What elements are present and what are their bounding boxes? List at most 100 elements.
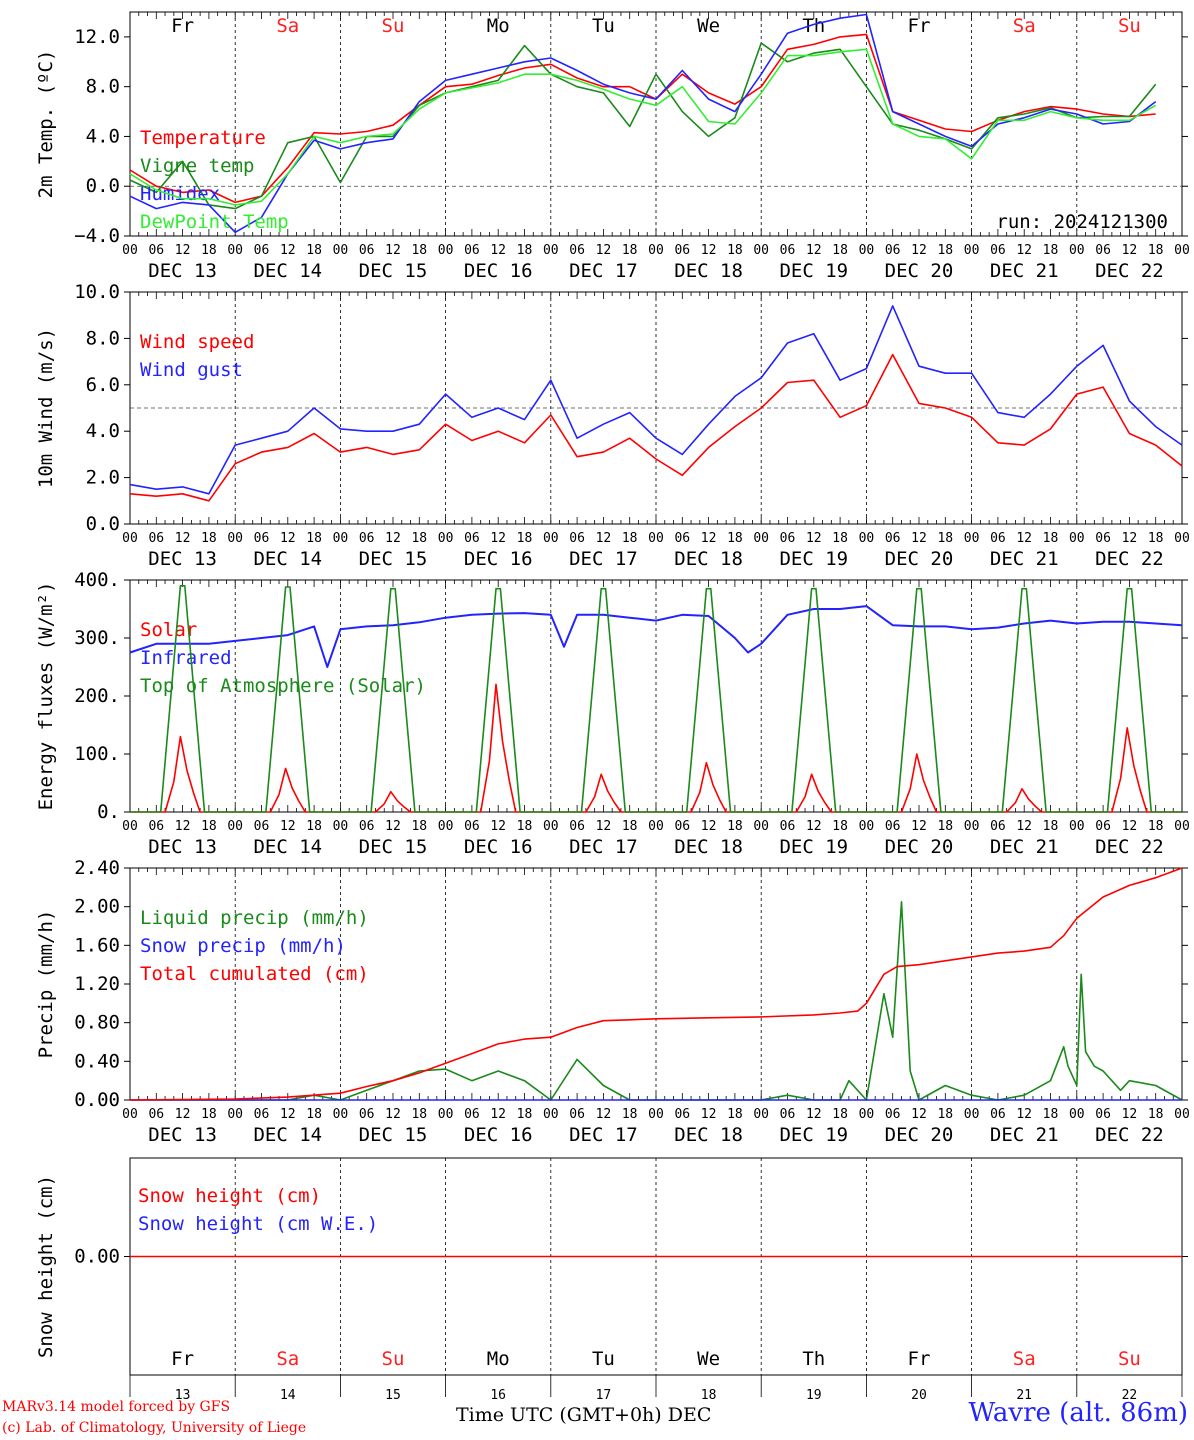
x-day-number: 20 xyxy=(911,1388,927,1400)
legend-entry: DewPoint Temp xyxy=(140,211,289,233)
x-hour-label: 00 xyxy=(227,531,243,546)
x-hour-label: 06 xyxy=(674,819,690,834)
x-hour-label: 06 xyxy=(990,819,1006,834)
x-hour-label: 00 xyxy=(1069,819,1085,834)
x-hour-label: 06 xyxy=(990,1107,1006,1122)
x-date-label: DEC 21 xyxy=(990,836,1059,858)
x-date-label: DEC 16 xyxy=(464,836,533,858)
x-hour-label: 00 xyxy=(859,243,875,258)
x-hour-label: 12 xyxy=(280,819,296,834)
x-hour-label: 18 xyxy=(622,531,638,546)
x-hour-label: 00 xyxy=(753,1107,769,1122)
day-name: Su xyxy=(1118,15,1141,37)
x-hour-label: 00 xyxy=(964,819,980,834)
x-hour-label: 12 xyxy=(911,531,927,546)
y-tick-label: 200. xyxy=(74,685,120,707)
x-hour-label: 18 xyxy=(1043,531,1059,546)
x-hour-label: 18 xyxy=(937,819,953,834)
series-line xyxy=(130,585,1182,813)
x-hour-label: 12 xyxy=(911,243,927,258)
x-hour-label: 12 xyxy=(806,1107,822,1122)
x-date-label: DEC 20 xyxy=(885,548,954,570)
x-hour-label: 06 xyxy=(780,243,796,258)
y-tick-label: 300. xyxy=(74,627,120,649)
series-line xyxy=(129,48,1157,206)
y-tick-label: 0.00 xyxy=(74,1246,120,1268)
x-date-label: DEC 18 xyxy=(674,260,743,282)
x-hour-label: 12 xyxy=(490,243,506,258)
series-line xyxy=(129,13,1157,234)
x-date-label: DEC 13 xyxy=(148,548,217,570)
x-hour-label: 18 xyxy=(937,531,953,546)
x-hour-label: 18 xyxy=(411,819,427,834)
x-hour-label: 00 xyxy=(1174,1107,1190,1122)
day-name: Su xyxy=(382,1348,405,1370)
x-hour-label: 00 xyxy=(753,243,769,258)
x-hour-label: 00 xyxy=(333,243,349,258)
x-hour-label: 00 xyxy=(122,819,138,834)
x-hour-label: 06 xyxy=(359,1107,375,1122)
x-date-label: DEC 19 xyxy=(779,548,848,570)
legend-entry: Vigne temp xyxy=(140,155,254,177)
x-date-label: DEC 20 xyxy=(885,260,954,282)
series-line xyxy=(129,353,1183,502)
y-axis-label: Energy fluxes (W/m²) xyxy=(35,582,57,811)
x-hour-label: 00 xyxy=(438,243,454,258)
x-hour-label: 12 xyxy=(490,531,506,546)
x-hour-label: 12 xyxy=(911,1107,927,1122)
x-date-label: DEC 21 xyxy=(990,1124,1059,1146)
day-name: We xyxy=(697,15,720,37)
x-hour-label: 06 xyxy=(885,1107,901,1122)
x-hour-label: 00 xyxy=(648,819,664,834)
x-hour-label: 12 xyxy=(385,531,401,546)
x-date-label: DEC 13 xyxy=(148,1124,217,1146)
x-hour-label: 06 xyxy=(148,1107,164,1122)
x-date-label: DEC 22 xyxy=(1095,1124,1164,1146)
y-tick-label: 6.0 xyxy=(86,374,120,396)
x-hour-label: 12 xyxy=(385,243,401,258)
x-hour-label: 12 xyxy=(596,531,612,546)
x-hour-label: 06 xyxy=(148,531,164,546)
legend-entry: Infrared xyxy=(140,647,232,669)
x-axis-title: Time UTC (GMT+0h) DEC xyxy=(456,1404,712,1426)
x-hour-label: 12 xyxy=(280,531,296,546)
x-hour-label: 12 xyxy=(596,1107,612,1122)
x-hour-label: 12 xyxy=(701,819,717,834)
day-name: Fr xyxy=(908,15,931,37)
x-date-label: DEC 13 xyxy=(148,836,217,858)
x-hour-label: 12 xyxy=(596,243,612,258)
x-day-number: 18 xyxy=(701,1388,717,1400)
y-tick-label: 100. xyxy=(74,743,120,765)
series-line xyxy=(129,605,1183,668)
x-hour-label: 06 xyxy=(569,243,585,258)
x-hour-label: 12 xyxy=(1122,819,1138,834)
x-hour-label: 00 xyxy=(964,531,980,546)
x-hour-label: 18 xyxy=(832,531,848,546)
y-tick-label: 8.0 xyxy=(86,327,120,349)
x-date-label: DEC 16 xyxy=(464,548,533,570)
legend-entry: Wind speed xyxy=(140,331,254,353)
x-hour-label: 12 xyxy=(911,819,927,834)
x-hour-label: 18 xyxy=(1148,531,1164,546)
x-hour-label: 12 xyxy=(175,531,191,546)
x-hour-label: 18 xyxy=(517,243,533,258)
legend-entry: Humidex xyxy=(140,183,220,205)
x-hour-label: 12 xyxy=(701,531,717,546)
x-hour-label: 00 xyxy=(122,243,138,258)
copyright-credit: (c) Lab. of Climatology, University of L… xyxy=(2,1420,307,1436)
x-hour-label: 12 xyxy=(1016,531,1032,546)
x-hour-label: 18 xyxy=(832,243,848,258)
x-hour-label: 06 xyxy=(359,243,375,258)
x-hour-label: 18 xyxy=(727,819,743,834)
x-hour-label: 18 xyxy=(727,1107,743,1122)
x-date-label: DEC 15 xyxy=(359,1124,428,1146)
x-hour-label: 06 xyxy=(569,531,585,546)
day-name: Mo xyxy=(487,15,510,37)
x-hour-label: 12 xyxy=(280,243,296,258)
x-hour-label: 18 xyxy=(1148,243,1164,258)
x-hour-label: 00 xyxy=(333,531,349,546)
legend-entry: Snow height (cm) xyxy=(138,1185,321,1207)
legend-entry: Snow precip (mm/h) xyxy=(140,935,346,957)
day-name: Sa xyxy=(276,1348,299,1370)
y-tick-label: 0.40 xyxy=(74,1050,120,1072)
